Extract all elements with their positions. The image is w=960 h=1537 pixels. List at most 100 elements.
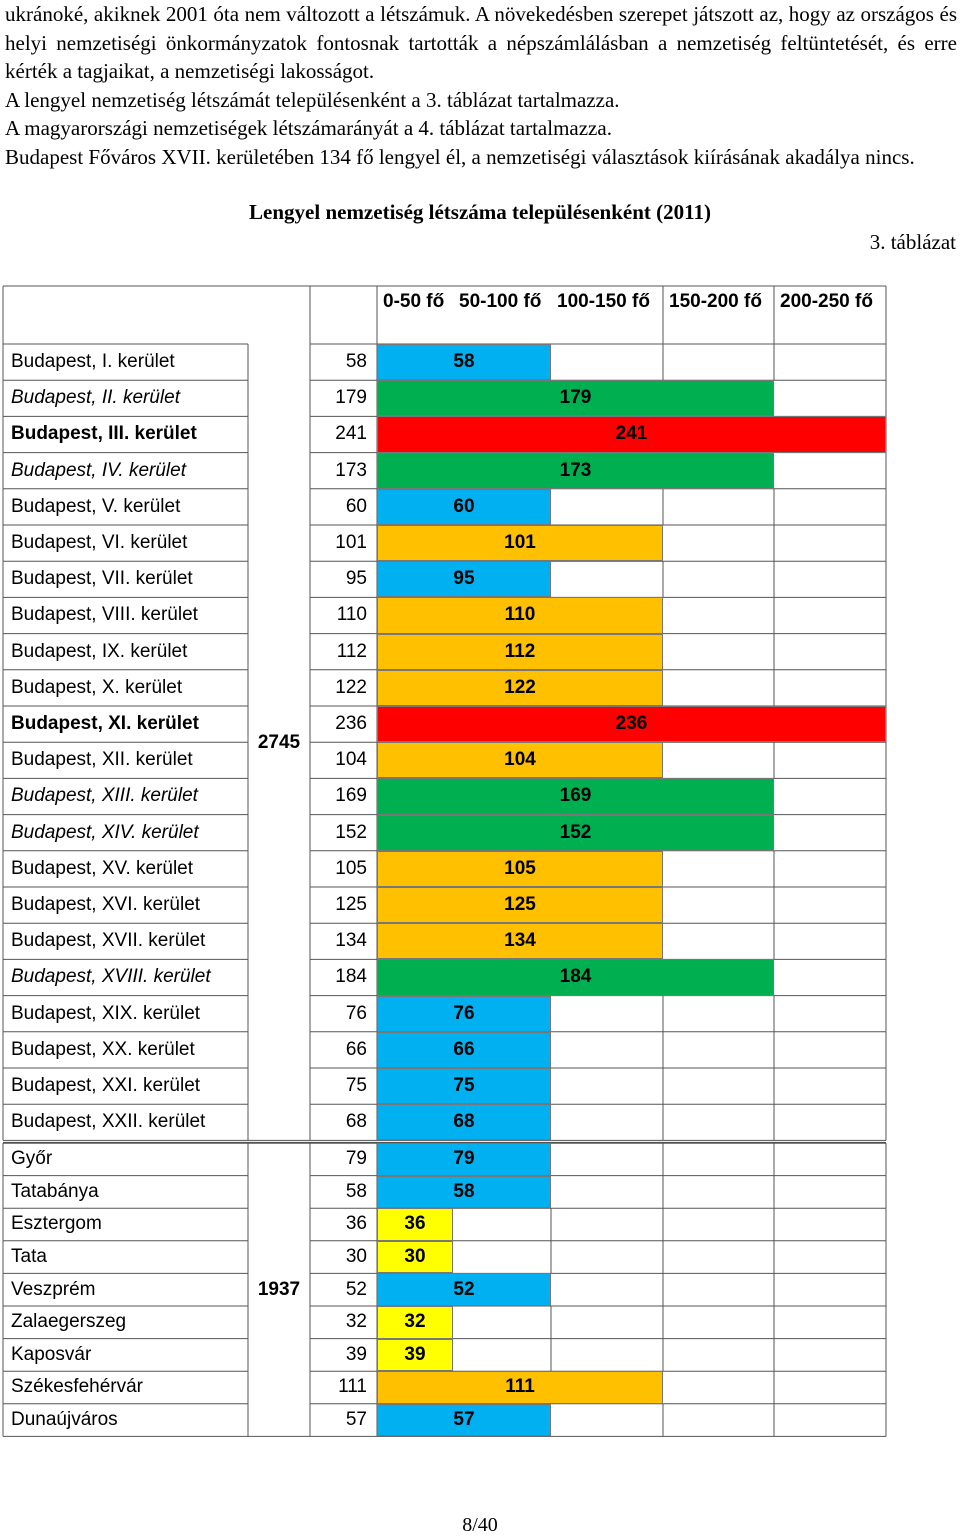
bar-label: 60: [453, 495, 475, 517]
row-value: 76: [345, 1002, 367, 1024]
value-bar: 36: [377, 1208, 453, 1241]
bar-label: 75: [453, 1075, 475, 1097]
bar-label: 57: [453, 1409, 475, 1431]
value-bar: 60: [377, 488, 551, 525]
row-value: 184: [335, 966, 367, 988]
row-label: Budapest, X. kerület: [11, 676, 183, 698]
bar-label: 104: [504, 749, 536, 771]
bar-label: 32: [404, 1311, 426, 1333]
row-label: Zalaegerszeg: [11, 1311, 127, 1333]
value-bar: 152: [377, 814, 774, 851]
row-label: Budapest, V. kerület: [11, 495, 181, 517]
row-label: Budapest, XX. kerület: [11, 1038, 195, 1060]
budapest-total: 2745: [257, 732, 301, 753]
row-value: 95: [345, 568, 367, 590]
row-value: 101: [335, 532, 367, 554]
value-bar: 32: [377, 1306, 453, 1339]
value-bar: 75: [377, 1068, 551, 1105]
row-value: 39: [345, 1343, 367, 1365]
value-bar: 112: [377, 633, 663, 670]
bar-label: 173: [559, 459, 592, 481]
row-value: 152: [335, 821, 367, 843]
row-label: Budapest, IX. kerület: [11, 640, 188, 662]
value-bar: 57: [377, 1403, 551, 1437]
bar-label: 95: [453, 568, 475, 590]
header-150-200: 150-200 fő: [669, 291, 762, 312]
row-value: 236: [335, 713, 367, 735]
bar-label: 105: [504, 857, 536, 879]
bar-label: 58: [453, 1180, 475, 1202]
row-label: Budapest, III. kerület: [11, 423, 197, 445]
row-label: Budapest, XIII. kerület: [11, 785, 198, 807]
bar-label: 79: [453, 1148, 475, 1170]
bar-label: 39: [404, 1343, 426, 1365]
row-label: Budapest, XI. kerület: [11, 713, 199, 735]
value-bar: 58: [377, 1175, 551, 1209]
row-label: Budapest, I. kerület: [11, 351, 175, 373]
value-bar: 236: [377, 706, 886, 743]
row-value: 112: [336, 640, 367, 662]
bar-label: 122: [504, 676, 536, 698]
page-number: 8/40: [462, 1514, 498, 1536]
paragraph-table4-ref: A magyarországi nemzetiségek létszámarán…: [5, 116, 612, 141]
value-bar: 39: [377, 1338, 453, 1372]
header-50-100: 50-100 fő: [459, 291, 542, 312]
row-value: 30: [345, 1246, 367, 1268]
value-bar: 184: [377, 959, 774, 996]
header-100-150: 100-150 fő: [557, 291, 650, 312]
row-value: 122: [335, 676, 367, 698]
row-value: 104: [335, 749, 367, 771]
row-label: Székesfehérvár: [11, 1376, 144, 1398]
row-value: 52: [345, 1278, 367, 1300]
others-total: 1937: [257, 1279, 301, 1300]
row-value: 32: [345, 1311, 367, 1333]
row-value: 57: [345, 1409, 367, 1431]
value-bar: 169: [377, 778, 774, 815]
row-value: 134: [335, 930, 367, 952]
value-bar: 30: [377, 1240, 453, 1274]
row-value: 60: [345, 495, 367, 517]
row-label: Tatabánya: [11, 1180, 99, 1202]
row-label: Veszprém: [11, 1278, 96, 1300]
row-value: 58: [345, 351, 367, 373]
bar-label: 110: [504, 604, 536, 626]
bar-label: 169: [559, 785, 592, 807]
table-number: 3. táblázat: [869, 230, 956, 254]
row-value: 169: [335, 785, 367, 807]
row-value: 79: [345, 1148, 367, 1170]
row-label: Budapest, XXII. kerület: [11, 1111, 206, 1133]
bar-label: 30: [404, 1246, 426, 1268]
row-value: 36: [345, 1213, 367, 1235]
row-value: 68: [345, 1111, 367, 1133]
bar-label: 125: [504, 894, 536, 916]
row-label: Budapest, XXI. kerület: [11, 1075, 201, 1097]
bar-label: 184: [559, 966, 592, 988]
paragraph-table3-ref: A lengyel nemzetiség létszámát település…: [5, 87, 620, 112]
value-bar: 52: [377, 1273, 551, 1306]
value-bar: 179: [377, 380, 774, 417]
row-label: Dunaújváros: [11, 1409, 118, 1431]
row-label: Budapest, IV. kerület: [11, 459, 186, 481]
row-label: Budapest, XIX. kerület: [11, 1002, 201, 1024]
value-bar: 104: [377, 742, 663, 779]
row-value: 125: [335, 894, 367, 916]
bar-label: 101: [504, 532, 536, 554]
bar-label: 52: [453, 1278, 475, 1300]
value-bar: 173: [377, 452, 774, 489]
bar-label: 112: [504, 640, 536, 662]
bar-label: 236: [615, 713, 648, 735]
bar-label: 66: [453, 1038, 475, 1060]
row-label: Budapest, VI. kerület: [11, 532, 188, 554]
row-label: Győr: [11, 1148, 53, 1170]
row-value: 179: [335, 387, 367, 409]
row-label: Tata: [11, 1246, 47, 1268]
value-bar: 125: [377, 887, 663, 924]
value-bar: 66: [377, 1031, 551, 1068]
row-value: 75: [345, 1075, 367, 1097]
row-value: 105: [335, 857, 367, 879]
header-200-250: 200-250 fő: [780, 291, 873, 312]
value-bar: 105: [377, 850, 663, 887]
bar-label: 36: [404, 1213, 426, 1235]
table-title: Lengyel nemzetiség létszáma településenk…: [249, 200, 711, 224]
value-bar: 110: [377, 597, 663, 634]
